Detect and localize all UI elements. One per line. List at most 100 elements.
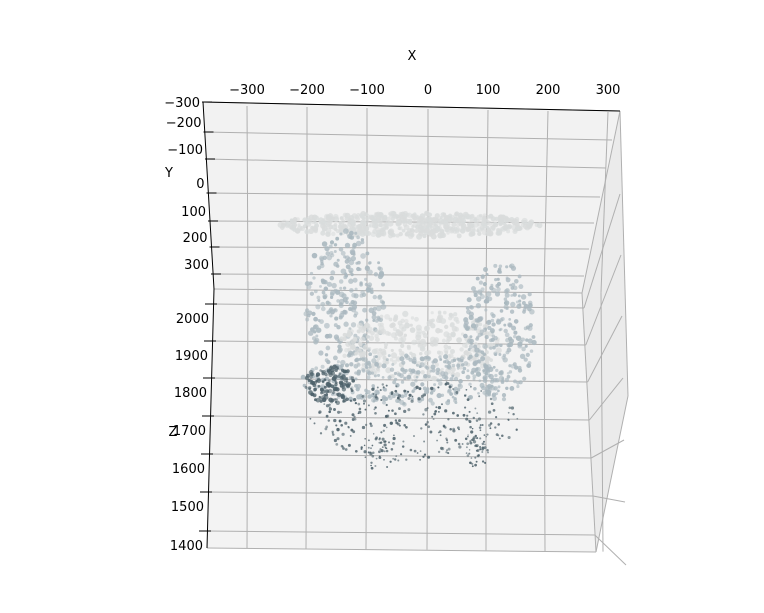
- data-point: [497, 385, 501, 389]
- data-point: [493, 263, 498, 268]
- data-point: [296, 225, 303, 232]
- data-point: [348, 327, 352, 331]
- data-point: [482, 282, 487, 287]
- data-point: [375, 396, 379, 400]
- data-point: [325, 251, 331, 256]
- data-point: [403, 424, 406, 427]
- data-point: [463, 361, 469, 366]
- data-point: [477, 417, 482, 421]
- data-point: [384, 345, 388, 350]
- data-point: [369, 452, 373, 456]
- data-point: [393, 458, 397, 461]
- data-point: [486, 451, 490, 454]
- data-point: [345, 264, 351, 270]
- data-point: [471, 462, 474, 465]
- data-point: [356, 266, 361, 272]
- y-grid-line: [212, 273, 585, 277]
- data-point: [328, 407, 333, 411]
- data-point: [336, 437, 340, 441]
- data-point: [438, 381, 443, 386]
- data-point: [353, 417, 357, 421]
- data-point: [407, 390, 410, 393]
- data-point: [469, 385, 472, 388]
- data-point: [441, 403, 443, 406]
- z-tick-label: 1800: [174, 386, 207, 401]
- back-pane: [203, 102, 620, 293]
- data-point: [383, 440, 387, 443]
- data-point: [335, 424, 338, 427]
- data-point: [347, 426, 350, 429]
- data-point: [329, 307, 334, 312]
- data-point: [476, 449, 480, 452]
- data-point: [365, 318, 369, 322]
- data-point: [306, 313, 311, 318]
- data-point: [455, 391, 459, 394]
- data-point: [468, 452, 471, 455]
- data-point: [472, 228, 476, 232]
- data-point: [378, 441, 381, 444]
- x-tick-label: −300: [229, 83, 265, 98]
- data-point: [304, 385, 308, 389]
- data-point: [503, 289, 509, 294]
- data-point: [481, 446, 485, 450]
- data-point: [531, 339, 537, 346]
- data-point: [431, 368, 436, 373]
- data-point: [404, 368, 408, 373]
- data-point: [324, 322, 330, 329]
- data-point: [508, 370, 513, 374]
- data-point: [338, 247, 344, 252]
- data-point: [486, 448, 489, 452]
- data-point: [479, 429, 482, 432]
- data-point: [313, 325, 317, 329]
- data-point: [523, 303, 529, 309]
- data-point: [356, 371, 361, 376]
- data-point: [320, 301, 326, 307]
- data-point: [354, 311, 359, 316]
- data-point: [334, 368, 338, 373]
- data-point: [329, 240, 335, 245]
- data-point: [482, 327, 487, 332]
- data-point: [314, 366, 319, 371]
- data-point: [384, 447, 387, 449]
- data-point: [331, 376, 337, 381]
- data-point: [407, 396, 411, 401]
- data-point: [344, 212, 351, 219]
- data-point: [411, 390, 415, 393]
- data-point: [513, 379, 517, 384]
- data-point: [329, 275, 335, 281]
- data-point: [525, 325, 530, 330]
- data-point: [464, 437, 468, 441]
- data-point: [333, 288, 338, 293]
- data-point: [494, 373, 498, 378]
- data-point: [349, 218, 356, 226]
- data-point: [429, 340, 436, 347]
- data-point: [325, 404, 330, 408]
- data-point: [409, 448, 413, 452]
- data-point: [474, 352, 479, 358]
- data-point: [349, 362, 354, 367]
- data-point: [330, 400, 333, 404]
- data-point: [376, 386, 379, 389]
- data-point: [505, 277, 511, 283]
- data-point: [333, 261, 339, 267]
- data-point: [434, 362, 439, 367]
- data-point: [484, 443, 486, 446]
- data-point: [344, 242, 351, 249]
- data-point: [326, 310, 331, 315]
- data-point: [315, 374, 319, 378]
- x-grid-line: [543, 110, 549, 293]
- data-point: [471, 427, 474, 430]
- data-point: [399, 350, 405, 357]
- data-point: [327, 213, 334, 219]
- pane-edge: [581, 292, 597, 553]
- data-point: [382, 222, 388, 228]
- data-point: [448, 226, 453, 230]
- data-point: [416, 452, 419, 454]
- data-point: [490, 283, 494, 287]
- data-point: [401, 340, 406, 344]
- data-point: [447, 222, 451, 226]
- data-point: [411, 224, 415, 229]
- data-point: [339, 420, 341, 423]
- data-point: [436, 439, 439, 442]
- data-point: [318, 411, 321, 414]
